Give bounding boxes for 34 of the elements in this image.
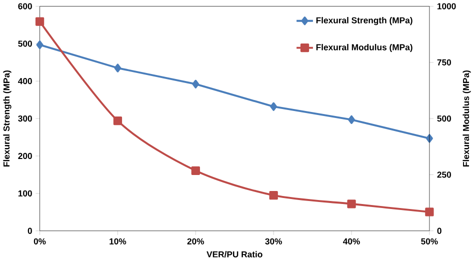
y-tick-label: 400 (18, 78, 32, 84)
y-tick-label: 200 (18, 153, 32, 160)
y2-tick-label: 1000 (437, 3, 456, 10)
y2-tick-label: 0 (437, 228, 442, 234)
point (348, 116, 355, 124)
point (425, 208, 434, 216)
point (192, 80, 200, 89)
y2-axis-title: Flexural Modulus (MPa) (462, 70, 471, 167)
x-tick-label: 30% (265, 238, 282, 245)
x-tick-label: 0% (34, 238, 46, 245)
point (347, 200, 356, 208)
y2-tick-label: 250 (437, 172, 451, 178)
x-axis-title: VER/PU Ratio (206, 251, 262, 258)
point (35, 17, 44, 26)
point (113, 116, 122, 126)
y-tick-label: 100 (18, 190, 32, 197)
legend-label: Flexural Modulus (MPa) (316, 44, 412, 52)
y-tick-label: 500 (18, 40, 32, 47)
legend-label: Flexural Strength (MPa) (316, 17, 412, 26)
point (191, 166, 200, 176)
y2-tick-label: 500 (437, 116, 451, 122)
x-tick-label: 50% (421, 238, 438, 245)
point (269, 191, 278, 200)
y-tick-label: 300 (18, 116, 32, 122)
y-tick-label: 0 (28, 228, 32, 234)
x-tick-label: 20% (187, 238, 204, 245)
y-tick-label: 600 (18, 3, 32, 10)
y-axis-title: Flexural Strength (MPa) (3, 70, 12, 167)
point (36, 40, 44, 50)
x-tick-label: 10% (110, 238, 126, 245)
x-tick-label: 40% (343, 238, 360, 245)
y2-tick-label: 750 (437, 59, 451, 66)
point (270, 102, 278, 112)
point (114, 64, 122, 72)
